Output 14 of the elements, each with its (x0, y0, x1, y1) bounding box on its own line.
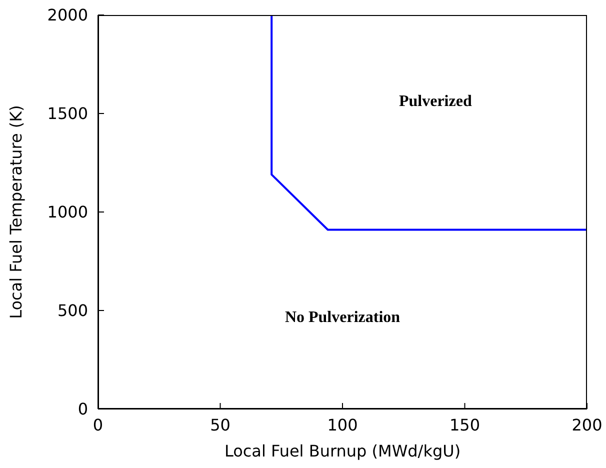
y-tick-label: 0 (78, 400, 88, 419)
annotation: Pulverized (398, 92, 472, 111)
x-tick-label: 150 (449, 415, 480, 434)
x-tick-label: 0 (92, 415, 104, 434)
x-tick-label: 100 (327, 415, 358, 434)
annotation: No Pulverization (284, 309, 400, 328)
y-axis-title: Local Fuel Temperature (K) (6, 105, 26, 319)
y-tick-label: 500 (57, 301, 88, 320)
y-tick-label: 1500 (47, 104, 88, 124)
x-tick-label: 50 (210, 415, 230, 434)
x-tick-label: 200 (572, 415, 602, 434)
x-axis-title: Local Fuel Burnup (MWd/kgU) (224, 441, 461, 460)
y-tick-label: 1000 (47, 202, 88, 222)
y-tick-label: 2000 (47, 6, 88, 25)
